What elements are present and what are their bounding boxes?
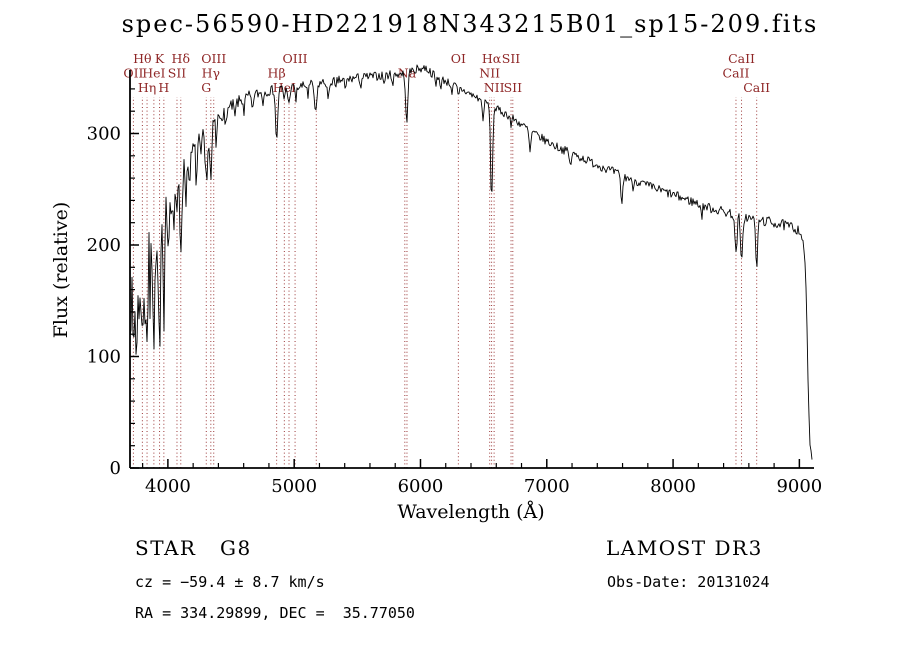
svg-text:8000: 8000 xyxy=(650,476,696,497)
svg-text:HeI: HeI xyxy=(273,80,296,95)
svg-text:NII: NII xyxy=(479,66,500,81)
svg-text:5000: 5000 xyxy=(271,476,317,497)
svg-text:Hη: Hη xyxy=(138,80,156,95)
y-axis-label: Flux (relative) xyxy=(50,201,72,339)
svg-text:Hθ: Hθ xyxy=(133,51,151,66)
svg-text:SII: SII xyxy=(168,66,187,81)
obs-date-text: Obs-Date: 20131024 xyxy=(607,573,770,591)
svg-text:4000: 4000 xyxy=(145,476,191,497)
svg-text:7000: 7000 xyxy=(524,476,570,497)
radial-velocity-text: cz = −59.4 ± 8.7 km/s xyxy=(135,573,325,591)
svg-text:SII: SII xyxy=(502,51,521,66)
svg-text:SII: SII xyxy=(504,80,523,95)
svg-text:NII: NII xyxy=(484,80,505,95)
plot-title: spec-56590-HD221918N343215B01_sp15-209.f… xyxy=(121,10,819,38)
classification-text: STAR G8 xyxy=(135,536,252,560)
svg-text:OIII: OIII xyxy=(201,51,226,66)
svg-text:OIII: OIII xyxy=(283,51,308,66)
svg-text:200: 200 xyxy=(87,235,121,256)
ra-dec-text: RA = 334.29899, DEC = 35.77050 xyxy=(135,604,415,622)
svg-text:CaII: CaII xyxy=(743,80,770,95)
svg-text:OI: OI xyxy=(451,51,466,66)
svg-text:300: 300 xyxy=(87,124,121,145)
x-axis-label: Wavelength (Å) xyxy=(397,501,545,523)
svg-text:CaII: CaII xyxy=(723,66,750,81)
svg-text:Hγ: Hγ xyxy=(202,66,220,81)
svg-text:K: K xyxy=(155,51,165,66)
svg-text:Hδ: Hδ xyxy=(172,51,190,66)
svg-text:CaII: CaII xyxy=(728,51,755,66)
svg-text:100: 100 xyxy=(87,347,121,368)
svg-text:6000: 6000 xyxy=(398,476,444,497)
svg-text:Hβ: Hβ xyxy=(268,66,286,81)
svg-text:OII: OII xyxy=(123,66,143,81)
svg-text:H: H xyxy=(158,80,169,95)
svg-text:G: G xyxy=(201,80,211,95)
svg-text:9000: 9000 xyxy=(776,476,822,497)
svg-text:HeI: HeI xyxy=(142,66,165,81)
svg-text:Hα: Hα xyxy=(482,51,502,66)
survey-name-text: LAMOST DR3 xyxy=(606,536,763,560)
svg-text:0: 0 xyxy=(110,458,121,479)
